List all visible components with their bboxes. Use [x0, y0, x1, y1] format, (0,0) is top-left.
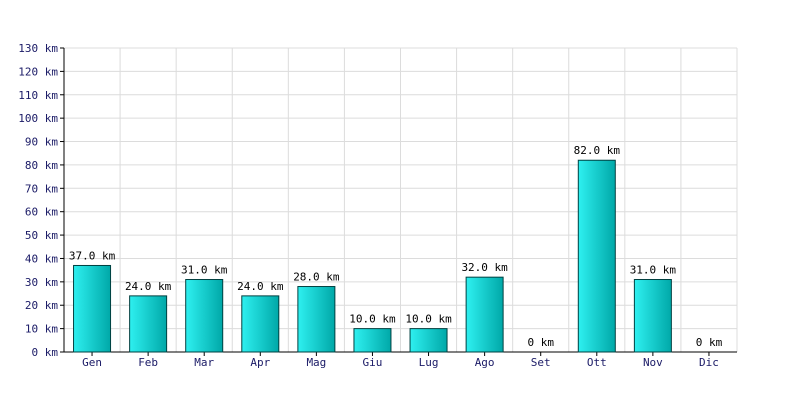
y-tick-label: 20 km	[25, 299, 58, 312]
data-label-lug: 10.0 km	[405, 313, 452, 326]
data-label-ott: 82.0 km	[574, 144, 621, 157]
x-tick-label-lug: Lug	[419, 356, 439, 369]
x-tick-label-ott: Ott	[587, 356, 607, 369]
data-label-giu: 10.0 km	[349, 313, 396, 326]
bar-mar	[185, 279, 224, 353]
axes	[60, 47, 737, 356]
x-tick-label-set: Set	[531, 356, 551, 369]
bar-mag	[297, 286, 336, 353]
y-tick-label: 100 km	[18, 112, 58, 125]
bars	[73, 159, 672, 353]
x-tick-label-mar: Mar	[194, 356, 214, 369]
data-label-nov: 31.0 km	[630, 264, 677, 277]
bar-ott	[577, 159, 616, 353]
y-axis-ticks: 0 km 10 km 20 km 30 km 40 km 50 km 60 km 70 km 8…	[18, 42, 58, 359]
y-tick-label: 10 km	[25, 323, 58, 336]
y-tick-label: 120 km	[18, 65, 58, 78]
y-tick-label: 40 km	[25, 252, 58, 265]
grid-lines	[63, 47, 738, 353]
bar-feb	[129, 295, 168, 353]
y-tick-label: 70 km	[25, 182, 58, 195]
x-axis-ticks: Gen Feb Mar Apr Mag Giu Lug Ago Set Ott Nov Dic	[82, 356, 719, 369]
data-labels: 37.0 km 24.0 km 31.0 km 24.0 km 28.0 km 10.0 …	[69, 144, 723, 349]
x-tick-label-giu: Giu	[363, 356, 383, 369]
y-tick-label: 50 km	[25, 229, 58, 242]
data-label-set: 0 km	[527, 336, 554, 349]
bar-apr	[241, 295, 280, 353]
y-tick-label: 0 km	[32, 346, 59, 359]
y-tick-label: 60 km	[25, 206, 58, 219]
data-label-mag: 28.0 km	[293, 271, 340, 284]
data-label-dic: 0 km	[696, 336, 723, 349]
data-label-gen: 37.0 km	[69, 249, 116, 262]
bar-ago	[465, 276, 504, 353]
y-tick-label: 90 km	[25, 136, 58, 149]
data-label-apr: 24.0 km	[237, 280, 284, 293]
bar-lug	[409, 328, 448, 353]
x-tick-label-dic: Dic	[699, 356, 719, 369]
x-tick-label-ago: Ago	[475, 356, 495, 369]
x-tick-label-apr: Apr	[250, 356, 270, 369]
x-tick-label-mag: Mag	[306, 356, 326, 369]
y-tick-label: 30 km	[25, 276, 58, 289]
y-tick-label: 110 km	[18, 89, 58, 102]
y-tick-label: 130 km	[18, 42, 58, 55]
data-label-ago: 32.0 km	[461, 261, 508, 274]
x-tick-label-gen: Gen	[82, 356, 102, 369]
data-label-mar: 31.0 km	[181, 264, 228, 277]
bar-gen	[73, 264, 112, 353]
y-tick-label: 80 km	[25, 159, 58, 172]
bar-giu	[353, 328, 392, 353]
x-tick-label-feb: Feb	[138, 356, 158, 369]
data-label-feb: 24.0 km	[125, 280, 172, 293]
bar-nov	[633, 279, 672, 353]
x-tick-label-nov: Nov	[643, 356, 663, 369]
